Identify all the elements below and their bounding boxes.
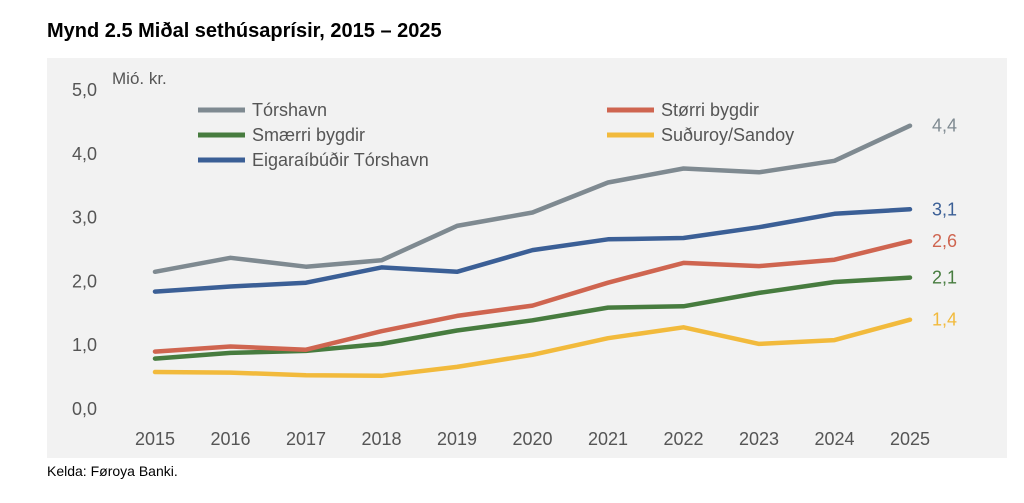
x-tick-label: 2022 <box>663 429 703 449</box>
source-note: Kelda: Føroya Banki. <box>47 463 178 479</box>
x-tick-label: 2021 <box>588 429 628 449</box>
x-tick-label: 2025 <box>890 429 930 449</box>
legend-label: Smærri bygdir <box>252 125 365 145</box>
end-value-label: 2,6 <box>932 231 957 251</box>
x-tick-label: 2020 <box>512 429 552 449</box>
x-tick-label: 2019 <box>437 429 477 449</box>
y-tick-label: 0,0 <box>72 399 97 419</box>
x-tick-label: 2017 <box>286 429 326 449</box>
x-tick-label: 2023 <box>739 429 779 449</box>
end-value-label: 3,1 <box>932 199 957 219</box>
x-tick-label: 2024 <box>814 429 854 449</box>
x-tick-label: 2015 <box>135 429 175 449</box>
x-tick-label: 2016 <box>210 429 250 449</box>
x-tick-label: 2018 <box>361 429 401 449</box>
y-tick-label: 3,0 <box>72 208 97 228</box>
chart-title: Mynd 2.5 Miðal sethúsaprísir, 2015 – 202… <box>47 20 442 42</box>
end-value-labels: 4,4 2,6 2,1 1,4 3,1 <box>932 116 957 330</box>
end-value-label: 2,1 <box>932 268 957 288</box>
y-axis-unit-label: Mió. kr. <box>112 69 167 88</box>
x-tick-labels: 2015 2016 2017 2018 2019 2020 2021 2022 2023 2024… <box>135 429 930 449</box>
y-tick-labels: 0,0 1,0 2,0 3,0 4,0 5,0 <box>72 80 97 419</box>
series-line-sm-rri-bygdir <box>152 275 913 361</box>
legend-label: Størri bygdir <box>661 100 759 120</box>
y-tick-label: 2,0 <box>72 271 97 291</box>
y-tick-label: 4,0 <box>72 144 97 164</box>
series-line-su-uroy-sandoy <box>152 317 913 379</box>
end-value-label: 4,4 <box>932 116 957 136</box>
series-line-t-rshavn <box>152 123 913 275</box>
legend-label: Tórshavn <box>252 100 327 120</box>
legend: Tórshavn Størri bygdir Smærri bygdir Suðuro… <box>198 100 794 170</box>
y-tick-label: 1,0 <box>72 335 97 355</box>
series-line-eigara-b-ir-t-rshavn <box>152 207 913 294</box>
end-value-label: 1,4 <box>932 310 957 330</box>
y-tick-label: 5,0 <box>72 80 97 100</box>
series-line-st-rri-bygdir <box>152 238 913 354</box>
legend-label: Suðuroy/Sandoy <box>661 125 794 145</box>
series-lines <box>152 123 913 379</box>
legend-label: Eigaraíbúðir Tórshavn <box>252 150 429 170</box>
